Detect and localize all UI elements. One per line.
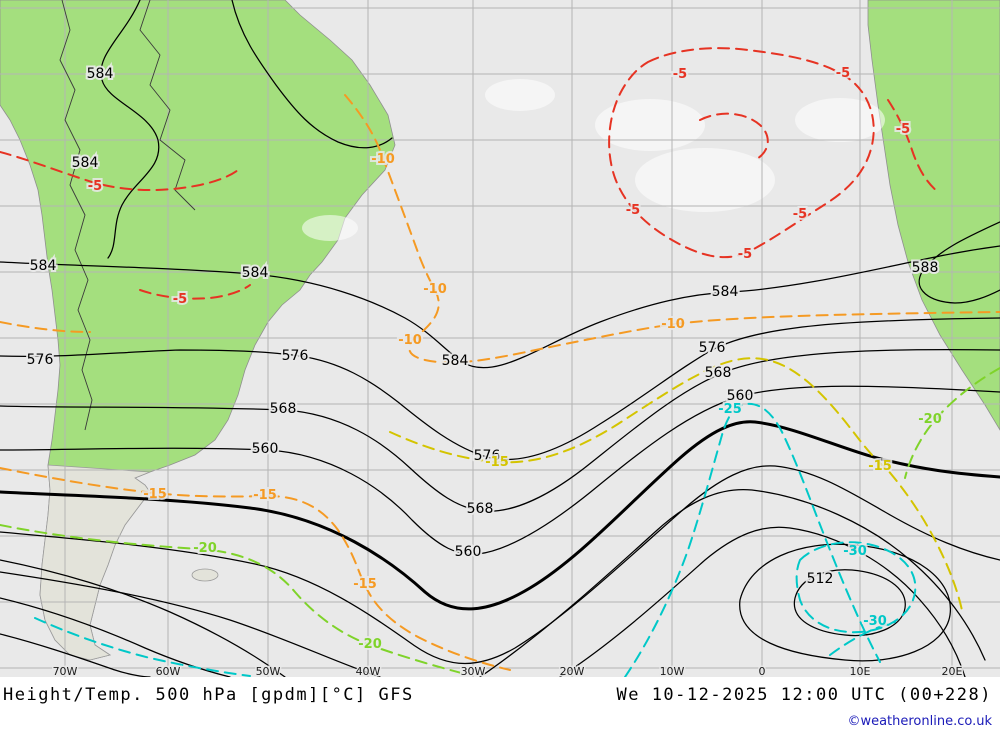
height-contour-sw-2 xyxy=(0,597,231,677)
height-contour-label: 584 xyxy=(87,66,114,82)
temp-contour-minus5-paraguay xyxy=(139,284,251,300)
temp-contour-minus5-blob-inner xyxy=(699,112,769,161)
temp-contour-minus10 xyxy=(344,94,1000,364)
temp-contour-label: -5 xyxy=(173,292,187,307)
height-contour-552-thick xyxy=(0,420,1000,611)
height-contour-536-east xyxy=(479,488,986,677)
map-datetime: We 10-12-2025 12:00 UTC (00+228) xyxy=(616,685,992,705)
temp-contour-label: -10 xyxy=(398,333,422,348)
height-contour-label: 560 xyxy=(727,388,754,404)
height-contour-528-east xyxy=(559,526,966,677)
height-contour-label: 584 xyxy=(442,353,469,369)
border-north-brazil xyxy=(139,0,196,211)
island-falklands xyxy=(191,568,219,582)
longitude-axis-label: 60W xyxy=(156,665,181,677)
height-contour-584-ne xyxy=(231,0,393,149)
cloud-patches xyxy=(302,79,885,241)
temp-contour-minus10-left-edge xyxy=(0,321,91,333)
longitude-axis-label: 20W xyxy=(560,665,585,677)
temperature-contours xyxy=(0,47,1000,677)
temp-contour-label: -5 xyxy=(896,122,910,137)
copyright-link[interactable]: ©weatheronline.co.uk xyxy=(847,714,992,729)
temp-contour-minus15-yellow xyxy=(389,357,964,616)
height-contour-label: 588 xyxy=(912,260,939,276)
caption-bar: Height/Temp. 500 hPa [gpdm][°C] GFS We 1… xyxy=(0,677,1000,733)
temp-contour-minus5-north-sa xyxy=(0,151,239,192)
longitude-axis-label: 0 xyxy=(759,665,766,677)
temp-contour-minus25 xyxy=(624,402,881,677)
height-contour-576 xyxy=(0,317,1000,461)
height-contour-label: 576 xyxy=(474,448,501,464)
temp-contour-label: -15 xyxy=(253,488,277,503)
height-contour-label: 584 xyxy=(712,284,739,300)
landmass-africa xyxy=(867,0,1000,431)
temp-contour-label: -20 xyxy=(358,637,382,652)
temp-contour-label: -5 xyxy=(836,66,850,81)
temp-contour-label: -5 xyxy=(738,247,752,262)
height-contour-512-closed xyxy=(793,569,906,637)
temp-contour-minus30-loop xyxy=(795,541,917,634)
temp-contour-label: -20 xyxy=(918,412,942,427)
temp-contour-label: -30 xyxy=(843,544,867,559)
temp-contour-minus20-left xyxy=(0,524,466,675)
temp-contour-label: -5 xyxy=(793,207,807,222)
height-contour-560 xyxy=(0,385,1000,555)
temp-contour-minus5-africa-coast xyxy=(887,99,939,193)
border-lines xyxy=(59,0,196,431)
height-contour-584-main xyxy=(0,245,1000,369)
longitude-axis-label: 20E xyxy=(942,665,963,677)
temp-contour-label: -5 xyxy=(88,179,102,194)
temp-contour-label: -10 xyxy=(661,317,685,332)
temp-contour-label: -15 xyxy=(143,487,167,502)
temp-contour-label: -20 xyxy=(193,541,217,556)
longitude-axis-label: 50W xyxy=(256,665,281,677)
landmass-patagonia xyxy=(39,464,151,661)
longitude-axis-label: 10E xyxy=(850,665,871,677)
temp-contour-label: -25 xyxy=(718,402,742,417)
temp-contour-minus5-atlantic-blob xyxy=(608,47,875,259)
longitude-axis-label: 40W xyxy=(356,665,381,677)
height-contour-588 xyxy=(918,221,1000,304)
temp-contour-label: -10 xyxy=(423,282,447,297)
temp-contour-label: -5 xyxy=(673,67,687,82)
height-contour-sw-1 xyxy=(0,559,286,677)
height-contour-label: 568 xyxy=(270,401,297,417)
height-contour-label: 568 xyxy=(467,501,494,517)
height-contour-label: 568 xyxy=(705,365,732,381)
temp-contour-minus30-south xyxy=(829,621,896,656)
longitude-axis-label: 30W xyxy=(461,665,486,677)
temp-contour-label: -15 xyxy=(868,459,892,474)
height-contour-584-nw xyxy=(100,0,160,259)
height-contour-520-closed xyxy=(739,543,951,662)
map-title: Height/Temp. 500 hPa [gpdm][°C] GFS xyxy=(3,685,414,705)
height-contour-label: 584 xyxy=(242,265,269,281)
temp-contour-label: -5 xyxy=(626,203,640,218)
height-contour-label: 584 xyxy=(72,155,99,171)
height-contours xyxy=(0,0,1000,677)
height-contour-label: 576 xyxy=(27,352,54,368)
longitude-axis-label: 70W xyxy=(53,665,78,677)
height-contour-536 xyxy=(0,571,381,677)
height-contour-label: 584 xyxy=(30,258,57,274)
border-andes xyxy=(59,0,93,431)
height-contour-label: 576 xyxy=(699,340,726,356)
temp-contour-minus15-orange xyxy=(0,467,511,671)
temp-contour-label: -15 xyxy=(353,577,377,592)
temp-contour-label: -30 xyxy=(863,614,887,629)
height-contour-sw-3 xyxy=(0,633,151,677)
height-contour-568 xyxy=(0,348,1000,512)
height-contour-label: 512 xyxy=(807,571,834,587)
temp-contour-label: -10 xyxy=(371,152,395,167)
temp-contour-label: -15 xyxy=(485,455,509,470)
temp-contour-minus20-right xyxy=(904,367,1000,479)
height-contour-label: 576 xyxy=(282,348,309,364)
height-contour-label: 560 xyxy=(455,544,482,560)
weather-map: 584 584 584 584 584 584 588 576 576 576 576 568 568 5… xyxy=(0,0,1000,677)
longitude-axis-label: 10W xyxy=(660,665,685,677)
height-contour-label: 560 xyxy=(252,441,279,457)
